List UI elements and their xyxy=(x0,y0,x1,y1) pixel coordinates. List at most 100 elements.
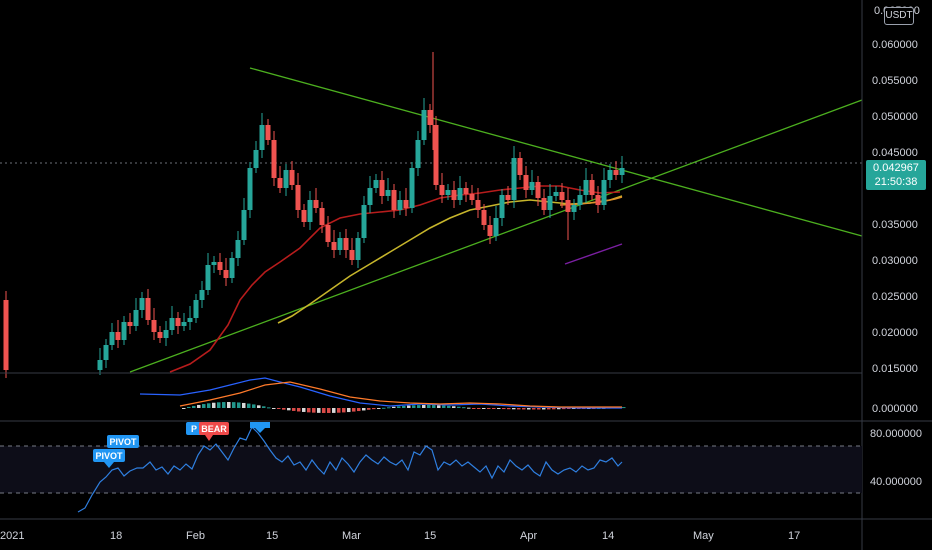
macd-bar xyxy=(402,405,406,408)
candle xyxy=(589,174,595,200)
candle xyxy=(505,186,511,205)
time-tick: May xyxy=(693,530,714,542)
time-tick: Mar xyxy=(342,530,361,542)
macd-bar xyxy=(222,402,226,408)
candlestick-series[interactable] xyxy=(3,52,625,378)
candle xyxy=(607,164,613,188)
pivot-tag-4[interactable] xyxy=(250,422,270,433)
time-tick: 18 xyxy=(110,530,122,542)
macd-bar xyxy=(622,407,626,409)
candle xyxy=(181,313,187,331)
macd-bar xyxy=(327,408,331,413)
macd-bar xyxy=(267,407,271,409)
macd-bar xyxy=(392,406,396,408)
pivot-tag-1[interactable]: PIVOT xyxy=(93,449,125,468)
macd-bar xyxy=(362,408,366,411)
candle-countdown: 21:50:38 xyxy=(874,176,918,188)
candle xyxy=(157,326,163,343)
candle xyxy=(445,184,451,200)
price-tick: 0.045000 xyxy=(872,147,918,159)
macd-bar xyxy=(532,408,536,410)
price-tick: 0.050000 xyxy=(872,111,918,123)
macd-bar xyxy=(297,408,301,412)
candle xyxy=(193,294,199,323)
candle xyxy=(289,161,295,190)
candle xyxy=(3,291,9,378)
time-tick: 15 xyxy=(424,530,436,542)
macd-bar xyxy=(192,405,196,408)
candle xyxy=(121,316,127,345)
macd-bar xyxy=(247,403,251,408)
candle xyxy=(499,189,505,226)
time-tick: Apr xyxy=(520,530,537,542)
macd-line xyxy=(139,377,622,409)
macd-bar xyxy=(317,408,321,413)
macd-bar xyxy=(412,405,416,408)
candle xyxy=(199,281,205,308)
signal-line xyxy=(179,381,622,408)
pivot-tag-3[interactable]: P xyxy=(186,422,202,435)
candle xyxy=(145,289,151,325)
time-tick: 17 xyxy=(788,530,800,542)
time-tick: 14 xyxy=(602,530,614,542)
price-tick: 0.055000 xyxy=(872,75,918,87)
current-price-tag: 0.042967 21:50:38 xyxy=(866,160,926,190)
macd-bar xyxy=(562,408,566,410)
candle xyxy=(349,238,355,265)
macd-bar xyxy=(217,402,221,408)
macd-bar xyxy=(522,408,526,410)
candle xyxy=(613,161,619,180)
candle xyxy=(529,170,535,195)
candle xyxy=(439,173,445,203)
candle xyxy=(127,313,133,334)
candle xyxy=(265,119,271,145)
candle xyxy=(223,258,229,286)
macd-bar xyxy=(387,407,391,409)
macd-bar xyxy=(197,404,201,408)
candle xyxy=(523,166,529,198)
candle xyxy=(571,199,577,220)
candle xyxy=(547,184,553,218)
candle xyxy=(433,116,439,190)
macd-bar xyxy=(512,408,516,410)
macd-bar xyxy=(187,406,191,408)
candle xyxy=(619,156,625,183)
upper-trendline[interactable] xyxy=(249,67,863,237)
rsi-tick-80: 80.000000 xyxy=(870,428,922,440)
candle xyxy=(385,178,391,201)
price-axis[interactable]: 0.060000 0.055000 0.050000 0.045000 0.035000… xyxy=(872,39,918,375)
candle xyxy=(517,152,523,180)
candle xyxy=(331,230,337,258)
macd-bar xyxy=(497,408,501,409)
pivot-tag-2[interactable]: PIVOT xyxy=(107,435,139,448)
bear-tag[interactable]: BEAR xyxy=(199,422,229,441)
macd-bar xyxy=(427,405,431,408)
time-tick: 2021 xyxy=(0,530,24,542)
macd-bar xyxy=(407,405,411,408)
candle xyxy=(541,189,547,215)
pivot-tag-3-label: P xyxy=(191,424,197,434)
macd-bar xyxy=(527,408,531,410)
candle xyxy=(337,232,343,255)
candle xyxy=(373,174,379,193)
price-tick: 0.030000 xyxy=(872,255,918,267)
candle xyxy=(229,252,235,283)
time-axis[interactable]: 2021 18 Feb 15 Mar 15 Apr 14 May 17 xyxy=(0,530,800,542)
macd-bar xyxy=(437,405,441,408)
macd-bar xyxy=(232,402,236,408)
macd-bar xyxy=(212,402,216,408)
macd-histogram xyxy=(182,402,626,413)
price-tick: 0.020000 xyxy=(872,327,918,339)
macd-bar xyxy=(207,403,211,408)
candle xyxy=(211,256,217,273)
currency-label[interactable]: USDT xyxy=(884,7,914,25)
candle xyxy=(403,188,409,216)
candle xyxy=(583,168,589,203)
candle xyxy=(163,321,169,346)
candle xyxy=(259,113,265,158)
macd-bar xyxy=(537,408,541,410)
rsi-tick-40: 40.000000 xyxy=(870,476,922,488)
candle xyxy=(319,202,325,233)
candle xyxy=(169,306,175,335)
